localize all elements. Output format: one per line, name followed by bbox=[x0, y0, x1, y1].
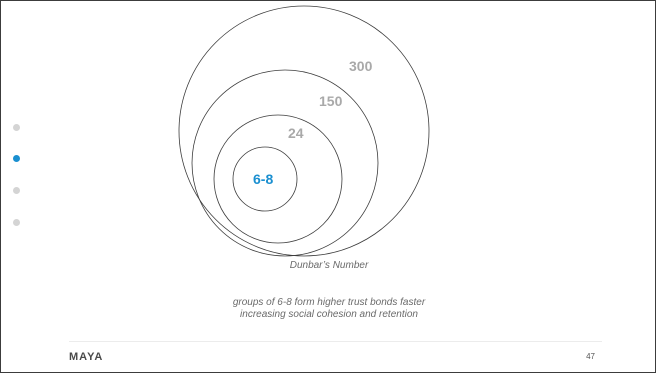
nav-dot-2[interactable] bbox=[13, 155, 20, 162]
ring-300 bbox=[178, 5, 430, 257]
nav-dot-4[interactable] bbox=[13, 219, 20, 226]
caption-description: groups of 6-8 form higher trust bonds fa… bbox=[1, 297, 655, 321]
ring-label-150: 150 bbox=[319, 93, 343, 109]
ring-6-8 bbox=[232, 146, 298, 212]
page-number: 47 bbox=[586, 352, 595, 361]
ring-label-300: 300 bbox=[349, 58, 373, 74]
ring-label-24: 24 bbox=[288, 125, 304, 141]
brand-logo: MAYA bbox=[69, 351, 104, 363]
ring-label-6-8: 6-8 bbox=[253, 171, 273, 187]
nav-dot-1[interactable] bbox=[13, 124, 20, 131]
caption-line-1: groups of 6-8 form higher trust bonds fa… bbox=[232, 297, 426, 308]
caption-line-2: increasing social cohesion and retention bbox=[240, 309, 418, 320]
ring-150 bbox=[191, 69, 379, 257]
nav-dot-3[interactable] bbox=[13, 187, 20, 194]
caption-title: Dunbar’s Number bbox=[289, 260, 369, 271]
footer-divider bbox=[69, 341, 602, 342]
ring-24 bbox=[213, 114, 343, 244]
